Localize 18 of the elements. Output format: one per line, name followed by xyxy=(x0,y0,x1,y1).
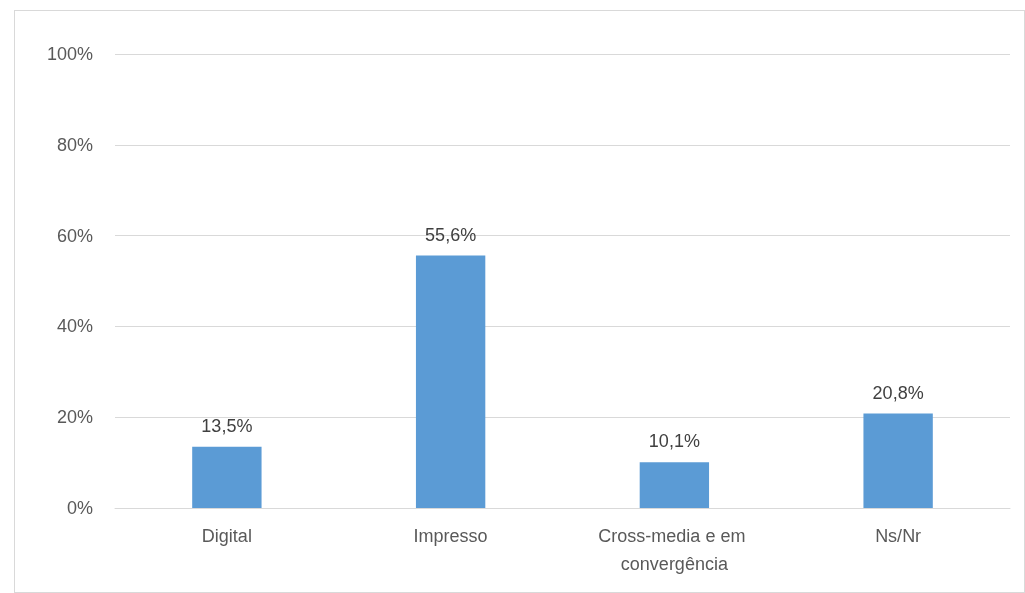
x-tick-label: Impresso xyxy=(413,526,488,546)
y-tick-label: 0% xyxy=(66,498,93,518)
y-tick-label: 60% xyxy=(56,225,93,246)
y-tick-label: 20% xyxy=(56,407,93,428)
data-label: 55,6% xyxy=(425,224,477,245)
bar xyxy=(415,255,486,508)
x-tick-label: Cross-media e em convergência xyxy=(598,526,751,574)
data-label: 10,1% xyxy=(648,431,700,452)
bar xyxy=(192,446,262,508)
bar xyxy=(639,462,710,508)
y-tick-label: 80% xyxy=(56,134,93,155)
bar xyxy=(863,413,933,508)
y-tick-label: 100% xyxy=(46,44,93,64)
data-label: 20,8% xyxy=(872,382,924,403)
x-tick-label: Ns/Nr xyxy=(875,526,922,546)
x-tick-label: Digital xyxy=(201,526,252,546)
data-label: 13,5% xyxy=(201,415,253,436)
y-tick-label: 40% xyxy=(56,316,93,337)
